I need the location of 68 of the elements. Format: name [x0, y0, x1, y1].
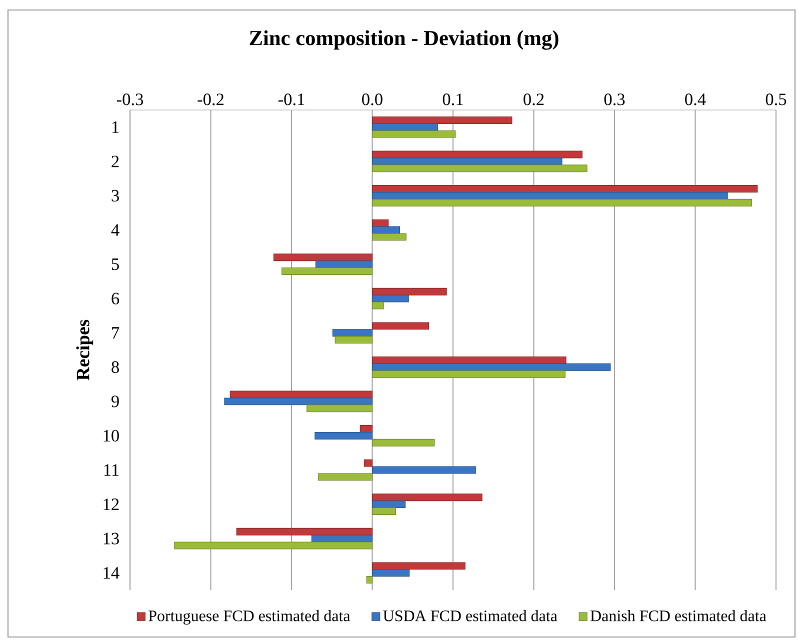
- bar: [306, 404, 373, 412]
- bar: [372, 116, 512, 124]
- bar: [372, 192, 728, 200]
- y-tick-label: 13: [104, 532, 119, 544]
- legend-label: USDA FCD estimated data: [383, 610, 558, 622]
- bar: [372, 363, 611, 371]
- bar: [372, 494, 482, 502]
- bar: [372, 164, 588, 172]
- legend-label: Danish FCD estimated data: [590, 610, 766, 622]
- bar: [372, 233, 406, 241]
- x-tick-label: -0.3: [116, 94, 144, 106]
- y-tick-label: 5: [112, 258, 119, 270]
- bar: [273, 254, 373, 262]
- x-tick-label: -0.1: [278, 94, 304, 106]
- bar: [315, 260, 373, 268]
- bar: [366, 576, 373, 584]
- bar: [364, 459, 373, 467]
- y-axis-title: Recipes: [76, 320, 94, 380]
- bar: [360, 425, 373, 433]
- bar: [314, 432, 373, 440]
- y-tick-label: 12: [104, 498, 119, 510]
- y-tick-label: 3: [112, 190, 119, 202]
- x-tick-label: 0.3: [604, 94, 625, 106]
- y-tick-label: 11: [104, 464, 119, 476]
- bar: [372, 158, 562, 166]
- bar: [334, 336, 373, 344]
- y-tick-label: 2: [112, 156, 119, 168]
- legend-label: Portuguese FCD estimated data: [148, 610, 350, 625]
- y-tick-label: 8: [112, 361, 119, 373]
- x-tick-label: 0.2: [524, 94, 544, 106]
- bar: [230, 390, 373, 398]
- bar: [372, 302, 384, 310]
- bar: [372, 370, 566, 378]
- bar: [372, 569, 410, 577]
- x-tick-label: 0.5: [766, 94, 786, 106]
- bar: [236, 528, 373, 536]
- bar: [372, 226, 400, 234]
- bar: [174, 542, 373, 550]
- bar: [372, 438, 435, 446]
- bar: [372, 185, 758, 193]
- y-tick-label: 1: [112, 121, 119, 133]
- y-tick-label: 7: [112, 327, 120, 339]
- bar: [372, 288, 447, 296]
- bar: [372, 123, 438, 131]
- y-tick-label: 6: [112, 292, 120, 304]
- bar: [372, 198, 752, 206]
- bar: [372, 150, 582, 158]
- bar: [372, 507, 396, 515]
- bar: [372, 294, 409, 302]
- bar: [372, 562, 466, 570]
- chart-title: Zinc composition - Deviation (mg): [250, 30, 558, 50]
- x-tick-label: 0.1: [442, 94, 463, 106]
- x-tick-label: 0.4: [685, 94, 706, 106]
- bar: [282, 267, 373, 275]
- x-tick-label: 0.0: [362, 94, 382, 106]
- y-tick-label: 4: [111, 224, 120, 236]
- bar: [332, 329, 373, 337]
- bar: [372, 466, 476, 474]
- bar: [224, 398, 373, 406]
- bar: [372, 130, 456, 138]
- y-tick-label: 9: [112, 396, 119, 408]
- y-tick-label: 10: [104, 430, 119, 442]
- y-tick-label: 14: [104, 567, 120, 579]
- bar: [372, 356, 566, 364]
- bar: [372, 500, 406, 508]
- bar: [318, 473, 373, 481]
- x-tick-label: -0.2: [198, 94, 224, 106]
- bar: [372, 322, 430, 330]
